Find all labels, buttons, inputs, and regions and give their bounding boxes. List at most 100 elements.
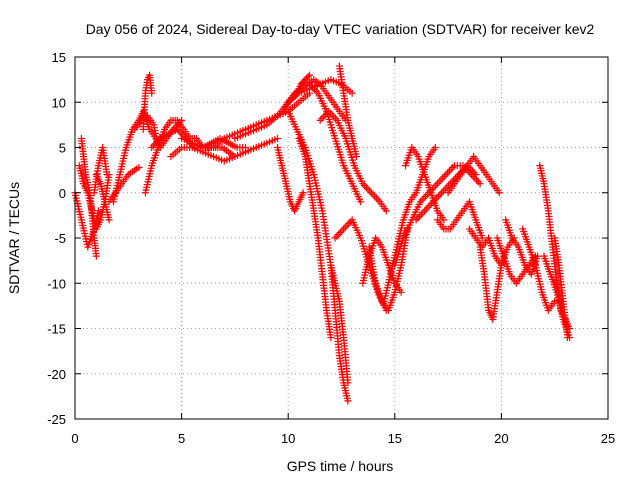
data-point — [352, 153, 360, 161]
series-sat-3 — [77, 134, 100, 260]
series-sat-38 — [536, 162, 574, 332]
data-point — [335, 230, 343, 238]
data-point — [495, 189, 503, 197]
y-tick-label: 0 — [59, 186, 66, 201]
data-point — [357, 198, 365, 206]
data-point — [94, 207, 102, 215]
chart-title: Day 056 of 2024, Sidereal Day-to-day VTE… — [86, 21, 595, 37]
data-point — [369, 191, 377, 199]
data-point — [433, 180, 441, 188]
y-tick-label: -25 — [47, 412, 66, 427]
data-point — [366, 187, 374, 195]
series-sat-20 — [306, 80, 365, 206]
data-point — [438, 189, 446, 197]
data-point — [306, 71, 314, 79]
data-point — [105, 216, 113, 224]
series-sat-31 — [433, 198, 486, 242]
data-point — [424, 203, 432, 211]
data-point — [135, 163, 143, 171]
data-point — [422, 205, 430, 213]
data-point — [420, 194, 428, 202]
x-tick-label: 25 — [601, 431, 615, 446]
data-point — [434, 192, 442, 200]
y-tick-label: -15 — [47, 322, 66, 337]
series-sat-18 — [295, 134, 335, 342]
data-point — [447, 165, 455, 173]
data-point — [419, 209, 427, 217]
data-point — [563, 334, 571, 342]
data-point — [345, 220, 353, 228]
data-point — [422, 192, 430, 200]
data-point — [534, 252, 542, 260]
data-point — [340, 225, 348, 233]
data-point — [440, 172, 448, 180]
data-point — [473, 176, 481, 184]
data-point — [316, 116, 324, 124]
data-point — [432, 182, 440, 190]
data-point — [449, 163, 457, 171]
y-axis-label: SDTVAR / TECUs — [6, 182, 22, 294]
data-point — [341, 223, 349, 231]
data-point — [445, 167, 453, 175]
data-point — [333, 232, 341, 240]
data-point — [348, 89, 356, 97]
x-tick-label: 10 — [281, 431, 295, 446]
data-point — [343, 221, 351, 229]
data-point — [472, 171, 480, 179]
axis-ticks: 0 5 10 15 20 25 15 10 5 0 -5 -10 -15 -20 -25 — [47, 50, 615, 446]
x-tick-label: 15 — [388, 431, 402, 446]
data-point — [364, 185, 372, 193]
data-point — [471, 174, 479, 182]
x-axis-label: GPS time / hours — [287, 458, 394, 474]
data-point — [299, 189, 307, 197]
data-point — [367, 189, 375, 197]
series-sat-5 — [92, 171, 113, 224]
y-tick-label: -5 — [54, 231, 66, 246]
data-point — [382, 207, 390, 215]
data-point — [442, 171, 450, 179]
data-point — [362, 183, 370, 191]
series-sat-37 — [519, 225, 559, 314]
x-tick-label: 0 — [71, 431, 78, 446]
y-tick-label: -20 — [47, 367, 66, 382]
data-point — [318, 115, 326, 123]
data-point — [327, 334, 335, 342]
data-point — [371, 192, 379, 200]
data-point — [274, 134, 282, 142]
series-sat-40 — [551, 234, 571, 342]
data-point — [416, 212, 424, 220]
y-tick-label: 10 — [52, 95, 66, 110]
data-point — [103, 171, 111, 179]
data-point — [404, 225, 412, 233]
series-sat-12 — [167, 134, 282, 165]
data-point — [421, 207, 429, 215]
series-sat-34 — [476, 243, 505, 323]
series-sat-33 — [465, 225, 518, 269]
data-point — [474, 178, 482, 186]
data-point — [344, 379, 352, 387]
series-sat-8 — [139, 71, 156, 133]
data-point — [344, 397, 352, 405]
series-sat-1 — [71, 189, 102, 251]
data-point — [436, 191, 444, 199]
data-point — [331, 234, 339, 242]
data-point — [551, 297, 559, 305]
series-sat-23 — [335, 62, 360, 161]
data-point — [478, 234, 486, 242]
data-point — [374, 196, 382, 204]
data-point — [338, 227, 346, 235]
data-point — [304, 73, 312, 81]
series-sat-10 — [141, 116, 239, 197]
x-tick-label: 20 — [494, 431, 508, 446]
x-tick-label: 5 — [178, 431, 185, 446]
data-point — [437, 176, 445, 184]
data-point — [431, 144, 439, 151]
series-sat-22 — [327, 261, 352, 387]
series-sat-15 — [274, 144, 307, 215]
data-point — [439, 174, 447, 182]
series-sat-21 — [316, 107, 390, 215]
data-point — [497, 261, 505, 269]
data-point — [476, 180, 484, 188]
y-tick-label: 15 — [52, 50, 66, 65]
